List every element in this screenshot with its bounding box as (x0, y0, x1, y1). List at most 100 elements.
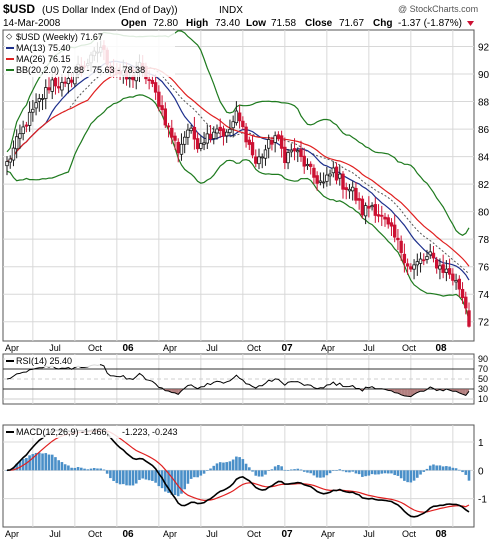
price-bar-body (166, 125, 171, 128)
macd-histogram-bar (357, 470, 361, 475)
macd-histogram-bar (367, 470, 371, 476)
macd-histogram-bar (361, 470, 364, 477)
price-bar-body (173, 135, 177, 141)
macd-x-tick: Jul (363, 529, 375, 539)
price-bar-body (338, 173, 342, 179)
macd-histogram-bar (222, 462, 225, 471)
legend-histogram: -0.243 (152, 427, 178, 437)
macd-histogram-bar (248, 467, 251, 471)
rsi-y-tick: 30 (478, 384, 488, 394)
macd-x-tick: Apr (5, 529, 19, 539)
macd-histogram-bar (412, 470, 416, 481)
macd-histogram-bar (44, 453, 48, 471)
price-bar-body (428, 251, 432, 256)
macd-histogram-bar (89, 468, 93, 471)
price-bar-body (27, 111, 32, 126)
macd-histogram-bar (364, 470, 367, 477)
macd-histogram-bar (409, 470, 413, 483)
macd-histogram-bar (215, 463, 219, 471)
macd-histogram-bar (264, 470, 267, 475)
macd-y-tick: -1 (478, 495, 487, 506)
price-y-tick: 92 (478, 43, 490, 54)
macd-histogram-bar (47, 454, 51, 471)
bollinger-lower-line (6, 94, 470, 321)
rsi-oversold-fill (394, 389, 398, 394)
price-bar-body (273, 135, 277, 143)
price-bar-body (270, 139, 274, 145)
high-value: 73.40 (215, 18, 240, 29)
macd-histogram-bar (322, 470, 325, 478)
macd-histogram-bar (260, 470, 264, 477)
legend-price-icon: ⬦ (6, 31, 13, 41)
price-x-tick: Oct (247, 343, 262, 353)
macd-histogram-bar (441, 466, 445, 471)
macd-histogram-bar (31, 454, 35, 471)
price-bar-body (202, 142, 206, 145)
macd-histogram-bar (218, 462, 222, 471)
macd-histogram-bar (254, 470, 258, 476)
macd-histogram-bar (73, 467, 77, 471)
macd-histogram-bar (70, 467, 73, 471)
price-bar-body (444, 268, 449, 273)
price-bar-body (434, 259, 439, 269)
macd-y-tick: 0 (478, 466, 484, 477)
price-bar-body (451, 273, 455, 281)
macd-histogram-bar (231, 459, 235, 471)
price-bar-body (331, 167, 336, 174)
macd-histogram-bar (454, 468, 458, 471)
price-bar-body (373, 204, 378, 216)
price-bar-body (302, 155, 306, 167)
macd-histogram-bar (432, 464, 435, 471)
macd-histogram-bar (199, 470, 203, 476)
rsi-oversold-fill (404, 389, 408, 397)
price-bar-body (250, 142, 255, 156)
price-bar-body (279, 135, 284, 149)
macd-histogram-bar (154, 470, 157, 483)
price-bar-body (218, 126, 222, 131)
price-bar-body (344, 187, 348, 190)
price-bar-body (186, 129, 190, 138)
macd-histogram-bar (293, 469, 296, 471)
macd-x-tick: Oct (247, 529, 262, 539)
price-bar-body (260, 156, 264, 159)
price-bar-body (276, 134, 281, 139)
macd-histogram-bar (299, 469, 303, 471)
macd-histogram-bar (122, 470, 125, 485)
price-bar-body (386, 217, 390, 225)
price-bar-body (8, 158, 12, 163)
macd-histogram-bar (41, 453, 44, 471)
macd-histogram-bar (57, 460, 60, 471)
price-bar-body (263, 149, 268, 159)
price-bar-body (208, 133, 213, 140)
price-bar-body (56, 86, 61, 89)
macd-histogram-bar (25, 457, 28, 471)
price-bar-body (318, 180, 323, 183)
rsi-oversold-fill (401, 389, 405, 396)
macd-x-tick: Oct (402, 529, 417, 539)
price-bar-body (347, 188, 352, 192)
price-bar-body (312, 167, 316, 178)
macd-histogram-bar (18, 461, 22, 471)
macd-histogram-bar (147, 470, 151, 481)
price-bar-body (418, 258, 423, 264)
macd-x-tick: 08 (435, 529, 447, 540)
price-bar-body (325, 174, 329, 182)
price-x-tick: Oct (88, 343, 103, 353)
macd-histogram-bar (467, 470, 471, 481)
macd-histogram-bar (290, 469, 293, 471)
chg-value: -1.37 (-1.87%) (398, 18, 462, 29)
price-bar-body (289, 149, 294, 153)
price-bar-body (376, 214, 381, 217)
macd-histogram-bar (83, 468, 86, 471)
macd-histogram-bar (235, 456, 238, 471)
macd-histogram-bar (99, 468, 102, 471)
price-bar-body (405, 263, 410, 267)
macd-histogram-bar (338, 469, 342, 471)
macd-histogram-bar (60, 462, 64, 471)
macd-histogram-bar (280, 466, 283, 471)
macd-x-tick: 07 (281, 529, 293, 540)
price-bar-body (367, 205, 371, 209)
macd-histogram-bar (196, 470, 199, 478)
rsi-oversold-fill (456, 389, 460, 393)
price-x-tick: 06 (122, 343, 134, 354)
